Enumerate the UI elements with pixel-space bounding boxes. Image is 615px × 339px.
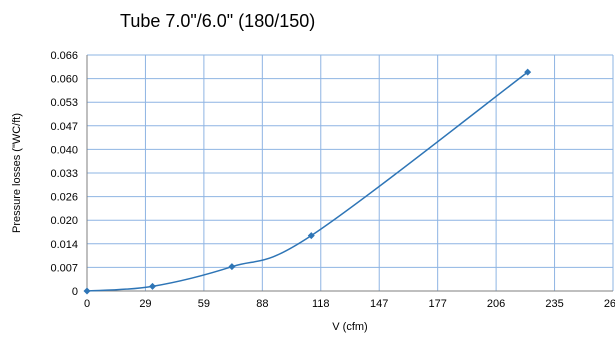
chart-title: Tube 7.0"/6.0" (180/150) xyxy=(120,11,316,31)
y-tick-label: 0.060 xyxy=(50,74,78,86)
y-axis-label: Pressure losses ("WC/ft) xyxy=(11,113,23,233)
y-tick-label: 0.020 xyxy=(50,215,78,227)
x-tick-label: 265 xyxy=(604,298,615,310)
x-tick-label: 206 xyxy=(487,298,505,310)
data-point-marker xyxy=(307,232,315,240)
y-tick-label: 0.026 xyxy=(50,192,78,204)
y-tick-label: 0.014 xyxy=(50,239,78,251)
x-tick-label: 88 xyxy=(256,298,268,310)
data-point-marker xyxy=(149,282,157,290)
x-axis-label: V (cfm) xyxy=(332,321,367,333)
series-markers xyxy=(83,68,532,295)
y-tick-label: 0.040 xyxy=(50,144,78,156)
x-tick-label: 147 xyxy=(370,298,388,310)
y-tick-labels: 0 0.007 0.014 0.020 0.026 0.033 0.040 0.047 0.05… xyxy=(50,50,78,298)
y-tick-label: 0.007 xyxy=(50,262,78,274)
x-tick-label: 0 xyxy=(84,298,90,310)
x-tick-label: 59 xyxy=(198,298,210,310)
x-tick-label: 118 xyxy=(312,298,330,310)
plot-area xyxy=(86,54,614,292)
series-line xyxy=(86,71,529,292)
y-tick-label: 0.047 xyxy=(50,121,78,133)
data-point-marker xyxy=(83,287,91,295)
y-tick-label: 0.033 xyxy=(50,168,78,180)
y-tick-label: 0 xyxy=(72,286,78,298)
y-tick-label: 0.053 xyxy=(50,97,78,109)
x-tick-labels: 0 29 59 88 118 147 177 206 235 265 xyxy=(84,298,615,310)
y-tick-label: 0.066 xyxy=(50,50,78,62)
x-tick-label: 177 xyxy=(428,298,446,310)
x-tick-label: 235 xyxy=(545,298,563,310)
x-tick-label: 29 xyxy=(139,298,151,310)
data-point-marker xyxy=(524,68,532,76)
axes xyxy=(86,55,613,292)
data-point-marker xyxy=(228,263,236,271)
